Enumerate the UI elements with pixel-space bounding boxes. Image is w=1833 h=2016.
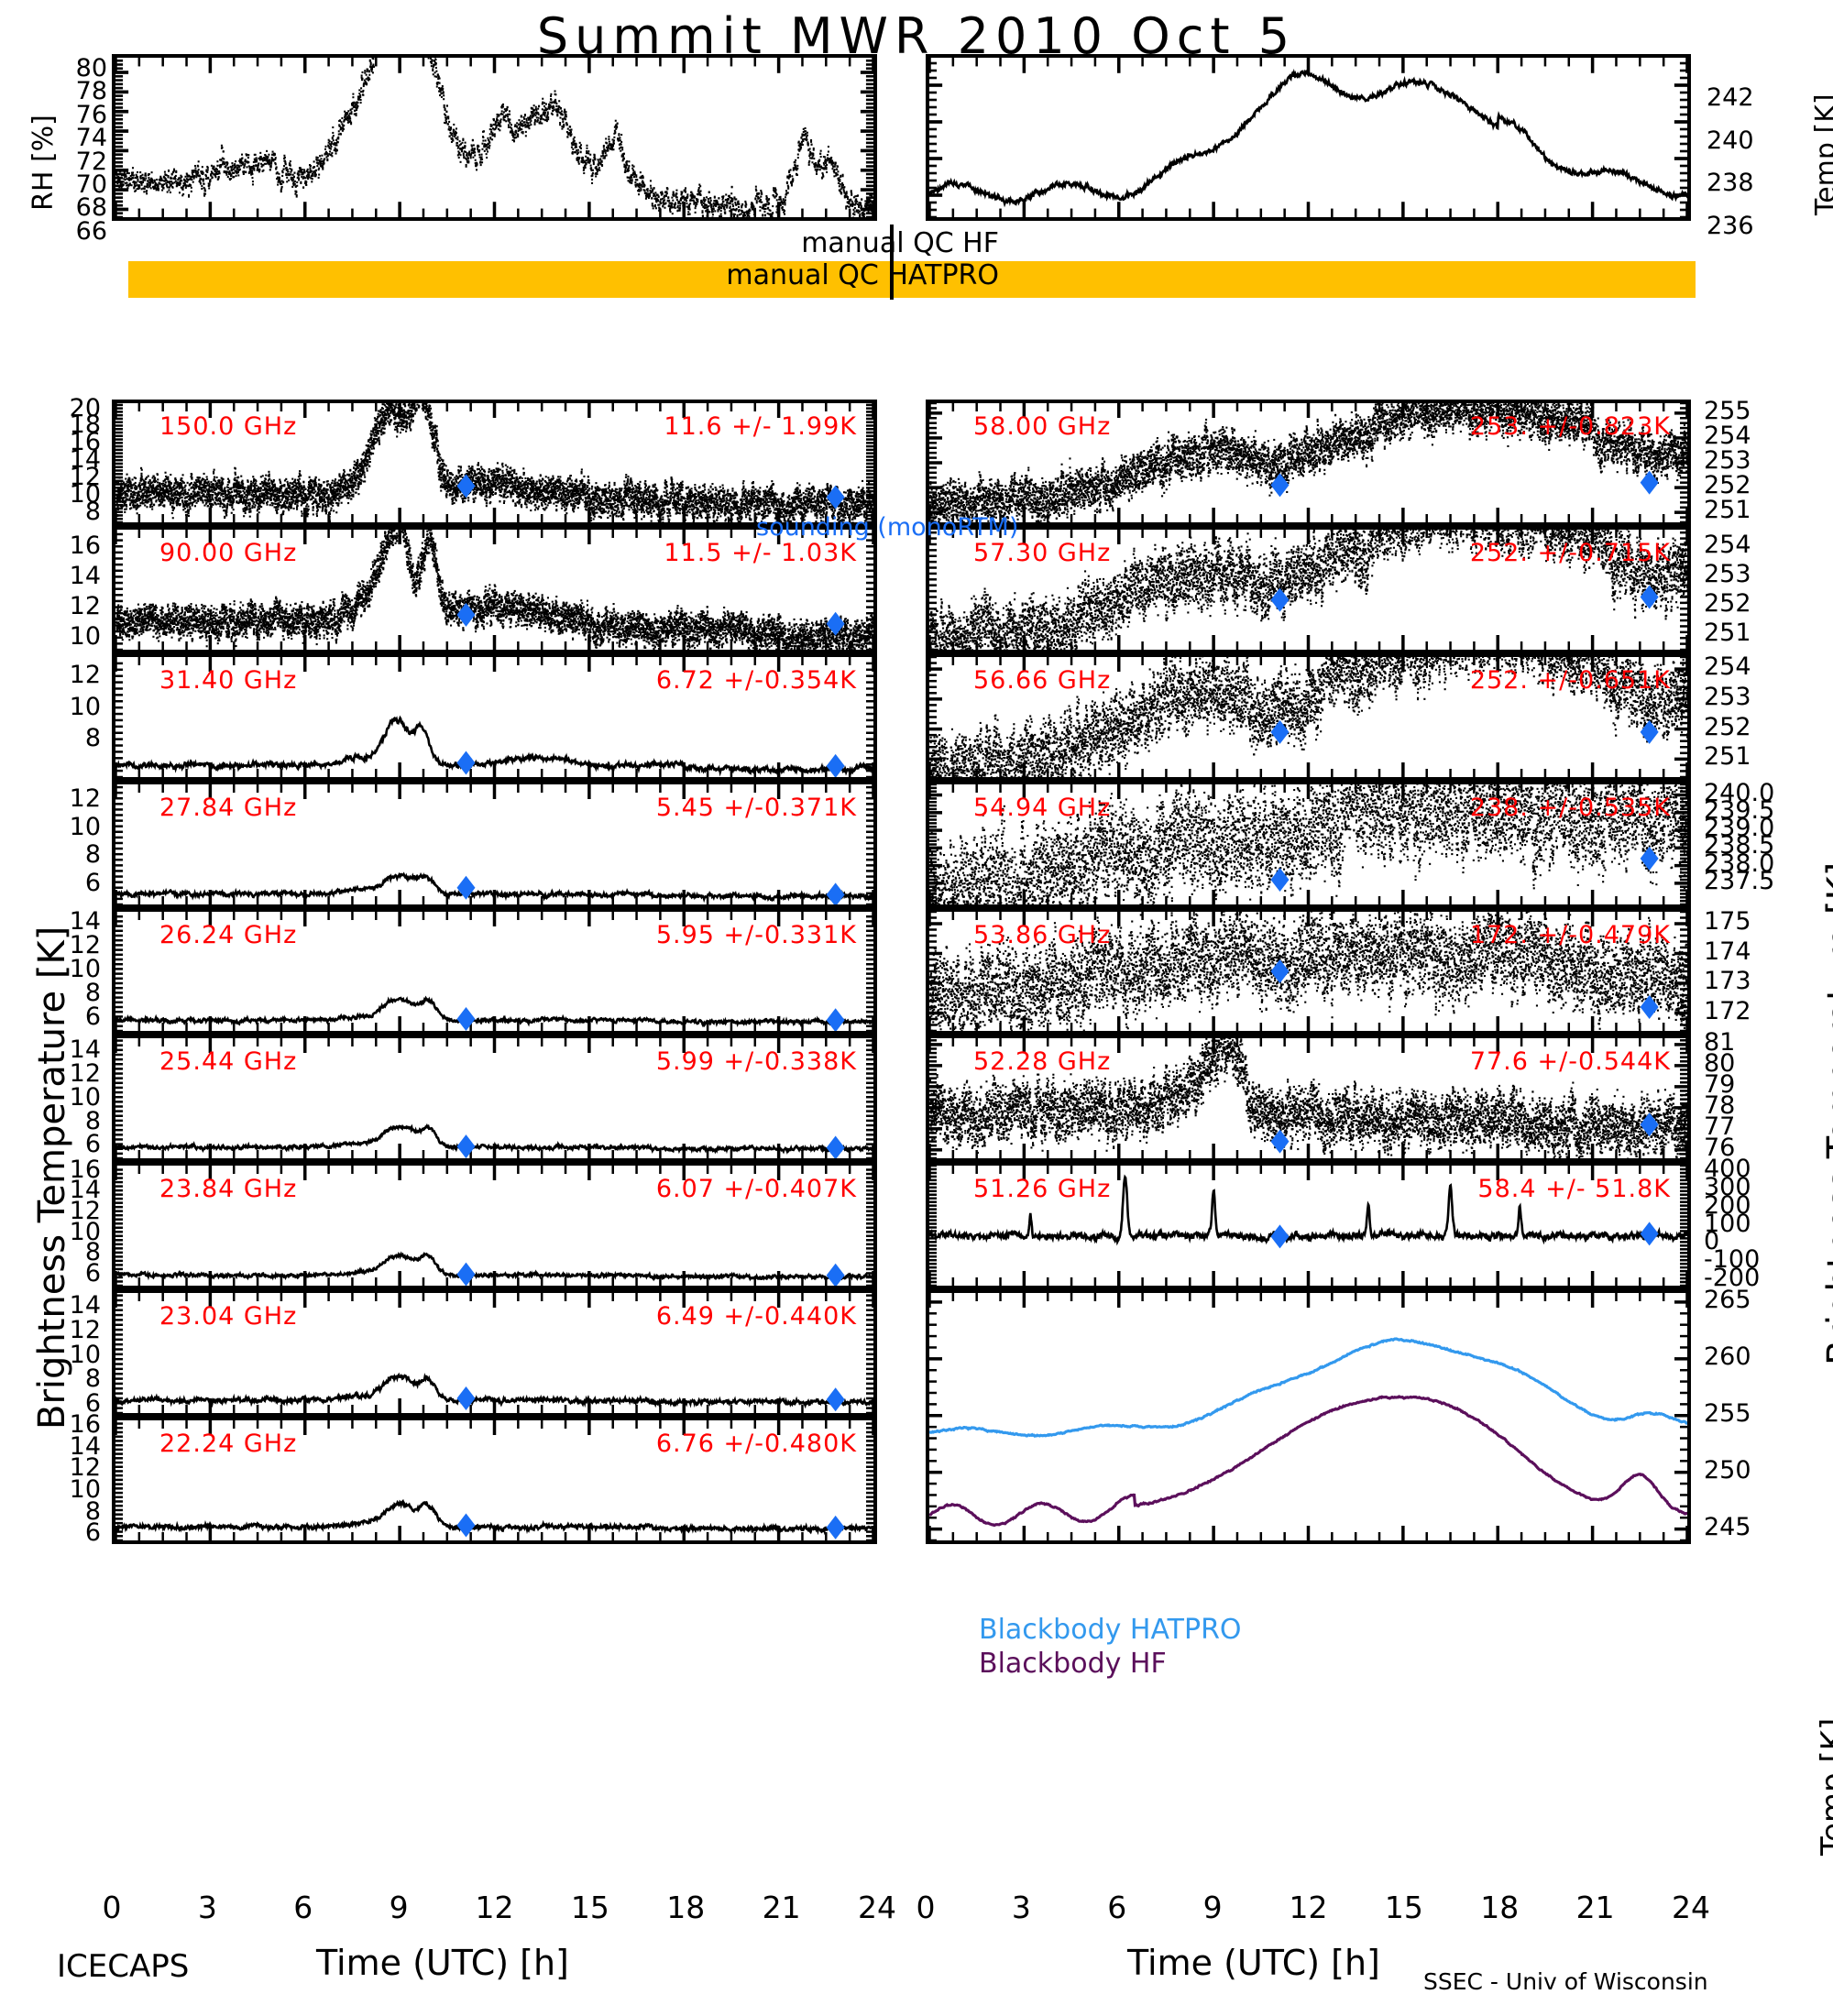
stat-label-f58: 253. +/-0.823K xyxy=(1470,412,1671,441)
stat-label-f90: 11.5 +/- 1.03K xyxy=(664,539,857,567)
temp-ytick-labels: 242 240 238 236 xyxy=(1707,77,1754,247)
xlabel-left: Time (UTC) [h] xyxy=(316,1943,569,1983)
stat-label-f5386: 172. +/-0.479K xyxy=(1470,921,1671,949)
freq-label-f5126: 51.26 GHz xyxy=(973,1175,1111,1203)
ytick-labels-f5666: 254 253 252 251 xyxy=(1704,0,1823,2016)
freq-label-f90: 90.00 GHz xyxy=(159,539,297,567)
stat-label-f5666: 252. +/-0.651K xyxy=(1470,666,1671,695)
panel-temp xyxy=(926,54,1691,221)
freq-label-f5386: 53.86 GHz xyxy=(973,921,1111,949)
stat-label-f2384: 6.07 +/-0.407K xyxy=(656,1175,857,1203)
freq-label-f5666: 56.66 GHz xyxy=(973,666,1111,695)
stat-label-f2304: 6.49 +/-0.440K xyxy=(656,1302,857,1331)
right-bt-axis-title: Brightness Temperature [K] xyxy=(1820,862,1833,1365)
freq-label-f2784: 27.84 GHz xyxy=(159,794,297,822)
xtick-left-21: 21 xyxy=(754,1890,809,1925)
left-bt-axis-title: Brightness Temperature [K] xyxy=(31,926,73,1430)
stat-label-f57: 252. +/-0.715K xyxy=(1470,539,1671,567)
temp-axis-title: Temp [K] xyxy=(1810,93,1833,215)
stat-label-f150: 11.6 +/- 1.99K xyxy=(664,412,857,441)
xtick-right-21: 21 xyxy=(1568,1890,1623,1925)
ytick-labels-f5126: 400 300 200 100 0 -100 -200 xyxy=(1704,0,1823,2016)
xtick-right-18: 18 xyxy=(1472,1890,1527,1925)
xtick-right-3: 3 xyxy=(993,1890,1048,1925)
panel-rh xyxy=(112,54,877,221)
xtick-left-18: 18 xyxy=(658,1890,713,1925)
xtick-right-24: 24 xyxy=(1663,1890,1718,1925)
panel-blackbody xyxy=(926,1289,1691,1544)
freq-label-f5228: 52.28 GHz xyxy=(973,1047,1111,1076)
xtick-right-9: 9 xyxy=(1185,1890,1240,1925)
freq-label-f2624: 26.24 GHz xyxy=(159,921,297,949)
stat-label-f2784: 5.45 +/-0.371K xyxy=(656,794,857,822)
stat-label-f2544: 5.99 +/-0.338K xyxy=(656,1047,857,1076)
ytick-labels-f5228: 81 80 79 78 77 76 xyxy=(1704,0,1823,2016)
stat-label-f31: 6.72 +/-0.354K xyxy=(656,666,857,695)
qc-divider xyxy=(890,225,894,300)
freq-label-f2304: 23.04 GHz xyxy=(159,1302,297,1331)
freq-label-f2544: 25.44 GHz xyxy=(159,1047,297,1076)
xtick-left-9: 9 xyxy=(371,1890,426,1925)
stat-label-f2624: 5.95 +/-0.331K xyxy=(656,921,857,949)
stat-label-f5494: 238. +/-0.535K xyxy=(1470,794,1671,822)
freq-label-f57: 57.30 GHz xyxy=(973,539,1111,567)
stat-label-f5126: 58.4 +/- 51.8K xyxy=(1477,1175,1671,1203)
xtick-left-24: 24 xyxy=(850,1890,905,1925)
xtick-right-6: 6 xyxy=(1090,1890,1145,1925)
ytick-labels-f5386: 175 174 173 172 xyxy=(1704,0,1823,2016)
freq-label-f2384: 23.84 GHz xyxy=(159,1175,297,1203)
freq-label-f58: 58.00 GHz xyxy=(973,412,1111,441)
sounding-annotation: sounding (monoRTM) xyxy=(756,513,1018,542)
stat-label-f5228: 77.6 +/-0.544K xyxy=(1470,1047,1671,1076)
freq-label-f31: 31.40 GHz xyxy=(159,666,297,695)
xtick-right-12: 12 xyxy=(1281,1890,1336,1925)
ytick-labels-f58: 255 254 253 252 251 xyxy=(1704,0,1823,2016)
ytick-labels-blackbody: 265 260 255 250 245 xyxy=(1704,0,1823,2016)
footer-right: SSEC - Univ of Wisconsin xyxy=(1423,1968,1708,1995)
freq-label-f150: 150.0 GHz xyxy=(159,412,297,441)
xtick-left-3: 3 xyxy=(180,1890,235,1925)
legend-blackbody-hf: Blackbody HF xyxy=(979,1648,1167,1680)
xtick-left-15: 15 xyxy=(563,1890,618,1925)
freq-label-f5494: 54.94 GHz xyxy=(973,794,1111,822)
footer-left: ICECAPS xyxy=(57,1948,189,1985)
xtick-left-12: 12 xyxy=(467,1890,522,1925)
freq-label-f2224: 22.24 GHz xyxy=(159,1430,297,1458)
ytick-labels-f5494: 240.0 239.5 239.0 238.5 238.0 237.5 xyxy=(1704,0,1823,2016)
right-temp-axis-title: Temp [K] xyxy=(1815,1718,1833,1856)
xtick-left-6: 6 xyxy=(276,1890,331,1925)
qc-hatpro-label: manual QC HATPRO xyxy=(431,259,999,291)
xlabel-right: Time (UTC) [h] xyxy=(1127,1943,1380,1983)
xtick-right-15: 15 xyxy=(1377,1890,1432,1925)
qc-hf-label: manual QC HF xyxy=(486,227,999,259)
stat-label-f2224: 6.76 +/-0.480K xyxy=(656,1430,857,1458)
xtick-right-0: 0 xyxy=(898,1890,953,1925)
legend-blackbody-hatpro: Blackbody HATPRO xyxy=(979,1614,1242,1646)
rh-ytick-labels: 80 78 76 74 72 70 68 66 xyxy=(50,57,107,243)
ytick-labels-f57: 254 253 252 251 xyxy=(1704,0,1823,2016)
xtick-left-0: 0 xyxy=(84,1890,139,1925)
